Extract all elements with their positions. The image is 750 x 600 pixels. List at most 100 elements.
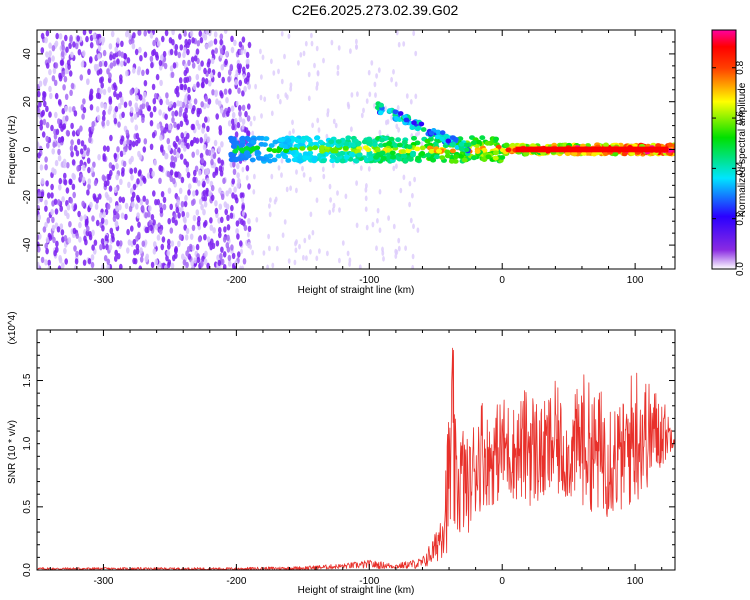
noise-cell (142, 195, 146, 202)
noise-cell (167, 144, 172, 151)
noise-cell (350, 126, 353, 132)
noise-cell (196, 256, 201, 264)
noise-cell (260, 113, 263, 119)
noise-cell (202, 221, 207, 228)
noise-cell (149, 120, 154, 127)
noise-cell (204, 95, 209, 102)
noise-cell (230, 105, 235, 112)
noise-cell (74, 42, 79, 50)
noise-cell (100, 82, 104, 89)
noise-cell (397, 245, 401, 252)
noise-cell (154, 223, 159, 231)
noise-cell (336, 70, 340, 76)
noise-cell (50, 192, 54, 199)
noise-cell (206, 177, 210, 184)
noise-cell (174, 110, 179, 117)
main-track-cell (263, 136, 270, 142)
noise-cell (40, 47, 45, 54)
noise-cell (82, 106, 87, 114)
noise-cell (337, 45, 341, 51)
noise-cell (60, 59, 65, 66)
noise-cell (81, 200, 85, 207)
noise-cell (130, 174, 134, 181)
noise-cell (77, 210, 81, 218)
main-track-cell (299, 138, 306, 144)
noise-cell (61, 44, 65, 51)
main-track-cell (328, 139, 335, 145)
noise-cell (109, 134, 113, 142)
noise-cell (203, 201, 208, 208)
noise-cell (115, 205, 119, 212)
main-track-cell (343, 154, 350, 160)
noise-cell (68, 221, 72, 228)
noise-cell (43, 100, 47, 108)
noise-cell (289, 82, 293, 88)
noise-cell (236, 162, 240, 170)
noise-cell (113, 117, 118, 125)
main-track-cell (419, 145, 426, 151)
noise-cell (293, 259, 297, 266)
noise-cell (331, 207, 335, 213)
noise-cell (140, 204, 145, 212)
noise-cell (44, 156, 48, 163)
noise-cell (134, 48, 139, 56)
noise-cell (107, 108, 112, 115)
noise-cell (58, 184, 62, 191)
main-track-cell (402, 158, 409, 164)
main-track-cell (361, 139, 368, 145)
noise-cell (121, 111, 125, 119)
noise-cell (187, 189, 191, 196)
noise-cell (420, 141, 424, 147)
noise-cell (158, 177, 162, 184)
noise-cell (261, 54, 265, 61)
noise-cell (114, 220, 119, 227)
noise-cell (135, 132, 140, 140)
noise-cell (78, 236, 82, 243)
noise-cell (102, 155, 106, 162)
noise-cell (212, 171, 216, 178)
noise-cell (89, 104, 94, 111)
noise-cell (259, 94, 263, 101)
secondary-track-cell (403, 117, 410, 123)
main-track-cell (245, 153, 252, 159)
noise-cell (218, 125, 222, 132)
snr-y-ticks: 0.0 0.5 1.0 1.5 (22, 342, 675, 577)
noise-cell (156, 234, 161, 241)
noise-cell (53, 198, 58, 205)
noise-cell (132, 257, 136, 265)
noise-cell (44, 259, 48, 266)
noise-cell (247, 41, 252, 49)
noise-cell (413, 176, 416, 183)
noise-cell (177, 212, 181, 219)
noise-cell (150, 214, 155, 221)
noise-cell (171, 116, 175, 124)
noise-cell (55, 128, 60, 135)
noise-cell (87, 166, 91, 174)
noise-cell (235, 100, 239, 107)
secondary-track-cell (458, 141, 465, 147)
noise-cell (234, 117, 238, 125)
noise-cell (229, 63, 234, 71)
secondary-track-cell (393, 116, 400, 121)
noise-cell (92, 193, 97, 200)
noise-cell (330, 39, 334, 46)
noise-cell (69, 36, 73, 44)
noise-cell (212, 227, 216, 234)
noise-cell (168, 101, 172, 109)
noise-cell (164, 30, 169, 37)
noise-cell (184, 234, 189, 241)
noise-cell (325, 133, 329, 140)
spectrogram-x-ticks: -300 -200 -100 0 100 (49, 30, 663, 286)
noise-cell (106, 68, 110, 75)
noise-cell (114, 255, 118, 262)
noise-cell (411, 264, 415, 269)
noise-cell (416, 227, 420, 233)
noise-cell (45, 180, 49, 187)
noise-cell (126, 247, 130, 254)
noise-cell (132, 238, 137, 246)
noise-cell (247, 218, 251, 225)
main-track-cell (444, 153, 451, 159)
noise-cell (270, 58, 273, 65)
noise-cell (139, 104, 143, 111)
